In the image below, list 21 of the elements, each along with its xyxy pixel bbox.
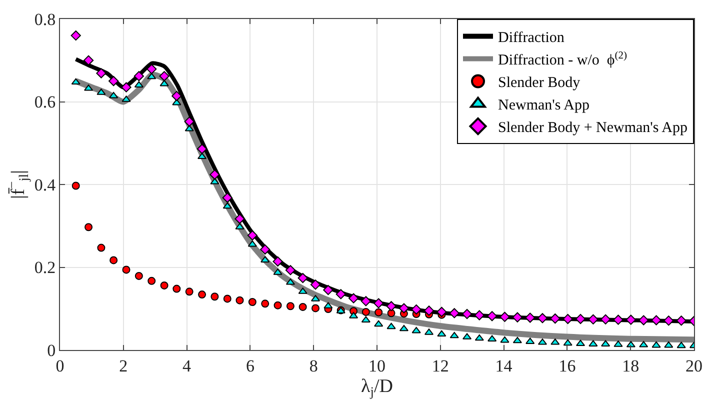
x-tick-label: 10 <box>368 356 386 376</box>
x-tick-label: 2 <box>119 356 128 376</box>
x-tick-label: 18 <box>622 356 640 376</box>
x-tick-label: 4 <box>182 356 192 376</box>
legend-label: Newman's App <box>498 98 590 114</box>
y-tick-label: 0 <box>47 340 56 360</box>
legend-label: Slender Body + Newman's App <box>498 120 688 136</box>
x-tick-label: 6 <box>246 356 254 376</box>
x-axis-title: λ$_{j}$/D <box>361 376 393 400</box>
y-tick-label: 0.4 <box>34 175 56 194</box>
x-tick-label: 12 <box>432 356 449 376</box>
y-tick-label: 0.2 <box>34 258 56 278</box>
x-tick-label: 20 <box>686 356 702 376</box>
y-tick-label: 0.8 <box>34 10 56 29</box>
x-tick-label: 14 <box>495 356 513 376</box>
x-tick-label: 8 <box>309 356 318 376</box>
legend-label: Diffraction <box>498 30 565 46</box>
y-tick-label: 0.6 <box>34 92 56 112</box>
legend-label: Slender Body <box>498 75 581 92</box>
x-tick-label: 16 <box>558 356 576 376</box>
legend-label: Diffraction - w/o ϕ$^{(2)}$ <box>498 50 628 69</box>
